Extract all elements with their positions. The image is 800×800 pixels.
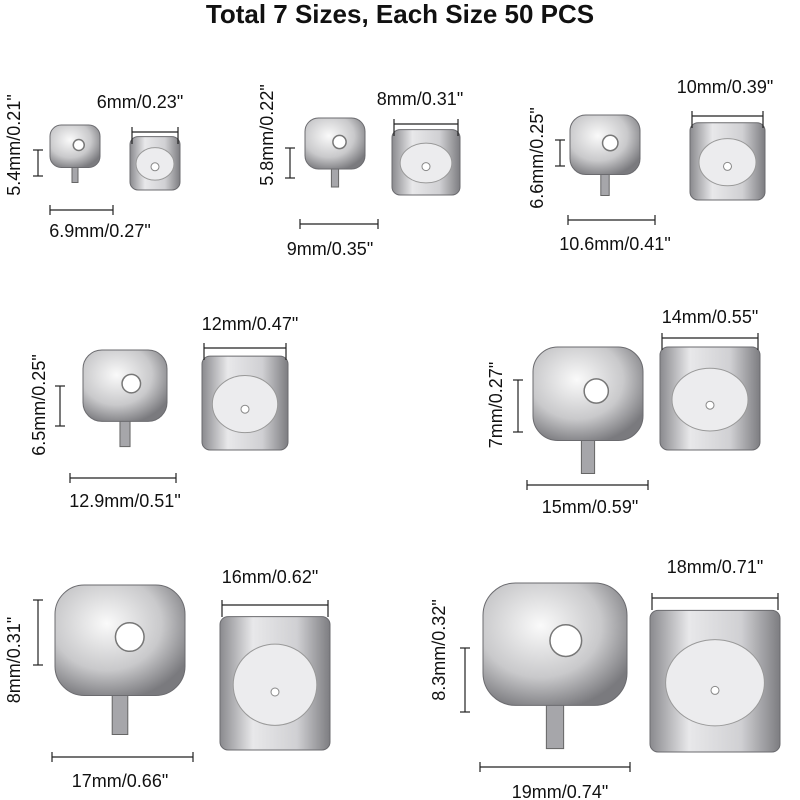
bottom-width-label: 17mm/0.66" <box>72 771 168 791</box>
setting-hole <box>121 373 142 394</box>
setting-center-hole <box>421 162 431 172</box>
setting-inner <box>671 367 749 432</box>
bottom-width-label: 9mm/0.35" <box>287 239 373 259</box>
setting-center-hole <box>710 685 720 695</box>
height-label: 7mm/0.27" <box>486 362 506 448</box>
bottom-width-label: 10.6mm/0.41" <box>559 234 670 254</box>
setting-inner <box>665 639 765 727</box>
setting-hole <box>583 378 610 404</box>
setting-inner <box>232 643 318 726</box>
top-width-label: 18mm/0.71" <box>667 557 763 577</box>
top-width-label: 12mm/0.47" <box>202 314 298 334</box>
top-width-label: 8mm/0.31" <box>377 89 463 109</box>
setting-hole <box>549 624 583 658</box>
height-label: 5.8mm/0.22" <box>257 84 277 185</box>
setting-center-hole <box>705 400 715 410</box>
bottom-width-label: 6.9mm/0.27" <box>49 221 150 241</box>
height-label: 5.4mm/0.21" <box>4 94 24 195</box>
setting-hole <box>601 134 619 152</box>
height-label: 6.5mm/0.25" <box>29 354 49 455</box>
setting-center-hole <box>723 161 732 171</box>
top-width-label: 14mm/0.55" <box>662 307 758 327</box>
setting-hole <box>114 621 145 653</box>
top-width-label: 6mm/0.23" <box>97 92 183 112</box>
top-width-label: 16mm/0.62" <box>222 567 318 587</box>
setting-hole <box>332 134 347 150</box>
title: Total 7 Sizes, Each Size 50 PCS <box>206 0 594 29</box>
top-width-label: 10mm/0.39" <box>677 77 773 97</box>
bottom-width-label: 15mm/0.59" <box>542 497 638 517</box>
height-label: 6.6mm/0.25" <box>527 107 547 208</box>
setting-center-hole <box>150 162 160 172</box>
setting-center-hole <box>270 687 280 697</box>
height-label: 8.3mm/0.32" <box>429 599 449 700</box>
bottom-width-label: 12.9mm/0.51" <box>69 491 180 511</box>
setting-inner <box>211 375 279 434</box>
bottom-width-label: 19mm/0.74" <box>512 782 608 800</box>
height-label: 8mm/0.31" <box>4 617 24 703</box>
setting-hole <box>72 138 85 152</box>
setting-center-hole <box>240 404 250 414</box>
